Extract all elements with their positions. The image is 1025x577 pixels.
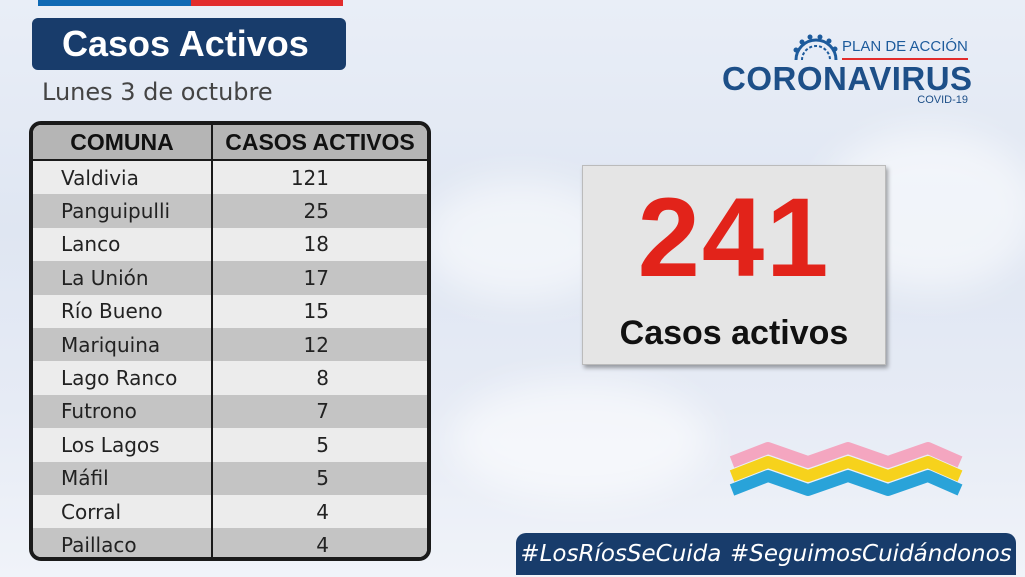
table-row: Máfil 5 bbox=[33, 461, 427, 495]
flag-stripe bbox=[38, 0, 343, 6]
header-casos: CASOS ACTIVOS bbox=[225, 128, 415, 155]
table-row: Valdivia 121 bbox=[33, 161, 427, 195]
cell-casos: 12 bbox=[303, 332, 329, 357]
cell-casos: 17 bbox=[303, 265, 329, 290]
total-label: Casos activos bbox=[619, 314, 849, 352]
table-row: Río Bueno 15 bbox=[33, 294, 427, 328]
cell-comuna: Lanco bbox=[33, 227, 213, 262]
table-row: Los Lagos 5 bbox=[33, 428, 427, 462]
cell-casos: 4 bbox=[316, 499, 329, 524]
table-row: Mariquina 12 bbox=[33, 327, 427, 362]
cell-comuna: Corral bbox=[33, 494, 213, 529]
background-cloud bbox=[450, 380, 710, 500]
plan-label: PLAN DE ACCIÓN bbox=[842, 38, 968, 55]
cell-casos: 25 bbox=[303, 199, 329, 224]
total-value: 241 bbox=[637, 175, 831, 300]
total-card: 241 Casos activos bbox=[582, 165, 886, 365]
cell-comuna: Valdivia bbox=[33, 161, 213, 195]
table-row: Futrono 7 bbox=[33, 394, 427, 429]
cell-casos: 121 bbox=[290, 165, 329, 190]
cell-comuna: Futrono bbox=[33, 394, 213, 429]
cell-comuna: Panguipulli bbox=[33, 194, 213, 228]
cases-table: COMUNA CASOS ACTIVOS Valdivia 121 Panguipu… bbox=[29, 121, 431, 561]
table-row: Corral 4 bbox=[33, 494, 427, 529]
cell-comuna: La Unión bbox=[33, 261, 213, 295]
cell-comuna: Mariquina bbox=[33, 327, 213, 362]
page-title: Casos Activos bbox=[32, 18, 346, 70]
cell-comuna: Máfil bbox=[33, 461, 213, 495]
table-row: La Unión 17 bbox=[33, 261, 427, 295]
table-row: Lago Ranco 8 bbox=[33, 361, 427, 395]
coronavirus-label: CORONAVIRUS bbox=[722, 60, 973, 97]
page-title-text: Casos Activos bbox=[62, 23, 309, 64]
plan-underline bbox=[842, 58, 968, 60]
hashtag-bar: #LosRíosSeCuida #SeguimosCuidándonos bbox=[516, 533, 1016, 575]
cell-casos: 5 bbox=[316, 466, 329, 491]
cell-comuna: Lago Ranco bbox=[33, 361, 213, 395]
cell-comuna: Los Lagos bbox=[33, 428, 213, 462]
table-row: Paillaco 4 bbox=[33, 528, 427, 557]
cell-casos: 4 bbox=[316, 532, 329, 557]
table-row: Lanco 18 bbox=[33, 227, 427, 262]
table-body: Valdivia 121 Panguipulli 25 Lanco 18 La Unión 1… bbox=[33, 161, 427, 557]
cell-casos: 7 bbox=[316, 399, 329, 424]
report-date: Lunes 3 de octubre bbox=[42, 78, 273, 106]
hashtag-seguimos: #SeguimosCuidándonos bbox=[730, 541, 1012, 567]
cell-comuna: Paillaco bbox=[33, 528, 213, 557]
table-row: Panguipulli 25 bbox=[33, 194, 427, 228]
header-comuna: COMUNA bbox=[33, 125, 213, 159]
table-header: COMUNA CASOS ACTIVOS bbox=[33, 125, 427, 161]
cell-comuna: Río Bueno bbox=[33, 294, 213, 328]
cell-casos: 5 bbox=[316, 432, 329, 457]
virus-icon bbox=[793, 34, 838, 60]
cell-casos: 8 bbox=[316, 366, 329, 391]
covid-label: COVID-19 bbox=[917, 94, 968, 106]
cell-casos: 15 bbox=[303, 299, 329, 324]
cell-casos: 18 bbox=[303, 232, 329, 257]
coronavirus-logo: PLAN DE ACCIÓN CORONAVIRUS COVID-19 bbox=[722, 34, 972, 114]
regional-waves-graphic bbox=[729, 442, 963, 496]
hashtag-los-rios: #LosRíosSeCuida bbox=[520, 541, 722, 567]
